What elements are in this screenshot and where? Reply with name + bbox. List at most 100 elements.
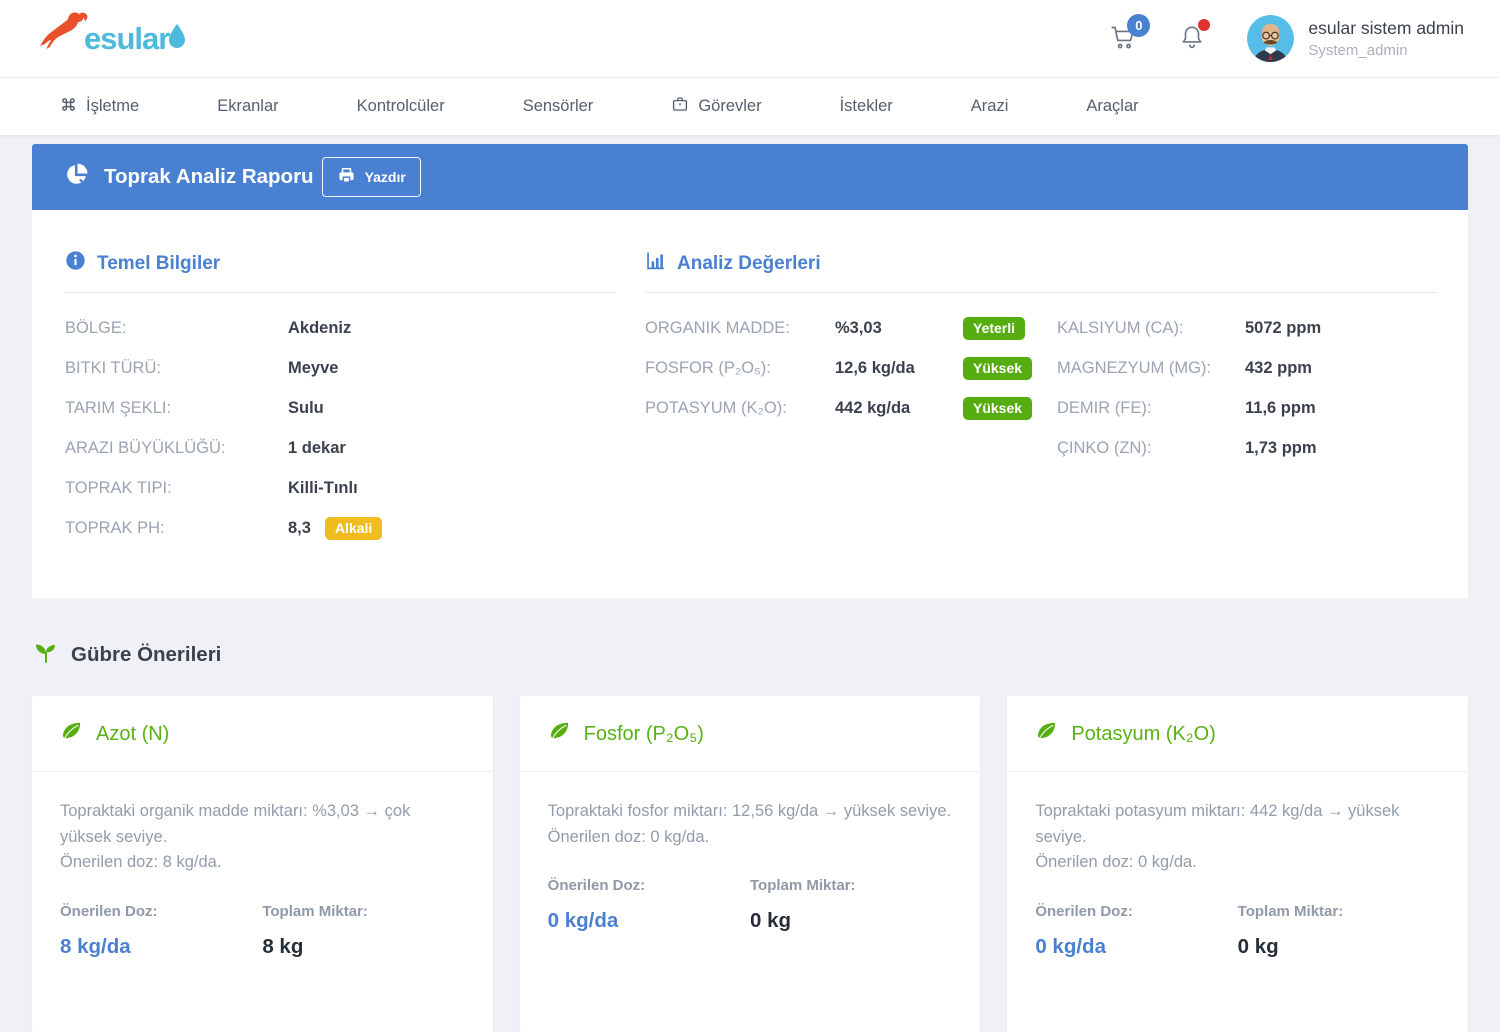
status-badge: Yeterli bbox=[963, 316, 1026, 340]
user-name: esular sistem admin bbox=[1308, 18, 1464, 38]
nav-item-kontrolculer[interactable]: Kontrolcüler bbox=[357, 97, 445, 116]
info-row-arazi-buyuklugu: ARAZI BÜYÜKLÜĞÜ: 1 dekar bbox=[65, 436, 615, 460]
card-body: Topraktaki fosfor miktarı: 12,56 kg/da →… bbox=[520, 772, 981, 960]
recommendations-title: Gübre Önerileri bbox=[71, 643, 222, 666]
nav-item-isletme[interactable]: İşletme bbox=[60, 96, 139, 118]
info-row-organik-madde: ORGANIK MADDE: %3,03 Yeterli bbox=[645, 316, 1057, 340]
app-logo[interactable]: esular bbox=[36, 11, 187, 66]
status-badge: Yüksek bbox=[963, 356, 1033, 380]
card-desc-line2: Önerilen doz: 8 kg/da. bbox=[60, 853, 222, 872]
info-label: TOPRAK PH: bbox=[65, 518, 165, 537]
nav-label: İşletme bbox=[86, 97, 140, 115]
info-row-bitki-turu: BITKI TÜRÜ: Meyve bbox=[65, 356, 615, 380]
user-menu[interactable]: esular sistem admin System_admin bbox=[1247, 15, 1464, 62]
total-label: Toplam Miktar: bbox=[1237, 902, 1344, 920]
info-label: ÇINKO (ZN): bbox=[1057, 438, 1152, 457]
dose-value: 0 kg/da bbox=[547, 909, 619, 933]
info-row-potasyum: POTASYUM (K₂O): 442 kg/da Yüksek bbox=[645, 396, 1057, 420]
info-label: BÖLGE: bbox=[65, 318, 127, 337]
info-value: 442 kg/da bbox=[835, 398, 911, 417]
card-description: Topraktaki potasyum miktarı: 442 kg/da →… bbox=[1035, 799, 1440, 876]
total-value: 0 kg bbox=[749, 909, 792, 933]
card-description: Topraktaki organik madde miktarı: %3,03 … bbox=[60, 799, 465, 876]
info-icon bbox=[65, 250, 86, 277]
nav-label: Sensörler bbox=[522, 97, 594, 115]
print-button[interactable]: Yazdır bbox=[321, 157, 421, 197]
dose-stat: Önerilen Doz: 8 kg/da bbox=[60, 903, 262, 959]
analysis-columns: ORGANIK MADDE: %3,03 Yeterli FOSFOR (P₂O… bbox=[645, 316, 1436, 476]
info-label: FOSFOR (P₂O₅): bbox=[645, 358, 771, 377]
card-title: Azot (N) bbox=[96, 722, 170, 745]
basic-info-section: Temel Bilgiler BÖLGE: Akdeniz BITKI TÜRÜ… bbox=[65, 250, 615, 556]
analysis-col-b: KALSIYUM (CA): 5072 ppm MAGNEZYUM (MG): … bbox=[1057, 316, 1436, 476]
info-row-cinko: ÇINKO (ZN): 1,73 ppm bbox=[1057, 436, 1436, 460]
info-value: Sulu bbox=[288, 398, 324, 417]
info-label: POTASYUM (K₂O): bbox=[645, 398, 787, 417]
card-header: Azot (N) bbox=[32, 696, 493, 772]
recommendations-heading: Gübre Önerileri bbox=[34, 640, 1468, 670]
card-body: Topraktaki organik madde miktarı: %3,03 … bbox=[32, 772, 493, 986]
card-potasyum: Potasyum (K₂O) Topraktaki potasyum mikta… bbox=[1007, 696, 1468, 1032]
info-row-demir: DEMIR (FE): 11,6 ppm bbox=[1057, 396, 1436, 420]
dose-label: Önerilen Doz: bbox=[60, 902, 158, 920]
card-header: Fosfor (P₂O₅) bbox=[519, 696, 981, 772]
info-label: TARIM ŞEKLI: bbox=[65, 398, 172, 417]
leaf-icon bbox=[548, 720, 571, 748]
info-value: 1,73 ppm bbox=[1245, 438, 1317, 457]
cart-button[interactable]: 0 bbox=[1110, 13, 1151, 55]
pie-chart-icon bbox=[64, 162, 89, 192]
info-value: Akdeniz bbox=[288, 318, 352, 337]
info-value: %3,03 bbox=[835, 318, 882, 337]
card-body: Topraktaki potasyum miktarı: 442 kg/da →… bbox=[1007, 772, 1468, 986]
info-label: BITKI TÜRÜ: bbox=[65, 358, 161, 377]
nav-label: Araçlar bbox=[1086, 97, 1139, 115]
nav-item-ekranlar[interactable]: Ekranlar bbox=[217, 97, 278, 116]
dose-value: 0 kg/da bbox=[1035, 934, 1106, 958]
info-value: Meyve bbox=[288, 358, 339, 377]
card-azot: Azot (N) Topraktaki organik madde miktar… bbox=[32, 696, 493, 1032]
analysis-section: Analiz Değerleri ORGANIK MADDE: %3,03 Ye… bbox=[645, 250, 1436, 556]
avatar bbox=[1247, 15, 1295, 62]
info-value: Killi-Tınlı bbox=[288, 478, 358, 497]
water-drop-icon bbox=[167, 23, 187, 54]
cart-icon bbox=[1110, 26, 1137, 54]
main-nav: İşletme Ekranlar Kontrolcüler Sensörler … bbox=[0, 78, 1500, 136]
top-actions: 0 bbox=[1068, 13, 1464, 62]
info-label: TOPRAK TIPI: bbox=[65, 478, 172, 497]
nav-item-istekler[interactable]: İstekler bbox=[840, 97, 893, 116]
goat-logo-icon bbox=[36, 11, 94, 66]
dose-label: Önerilen Doz: bbox=[547, 877, 646, 895]
nav-item-gorevler[interactable]: Görevler bbox=[671, 95, 762, 118]
card-fosfor: Fosfor (P₂O₅) Topraktaki fosfor miktarı:… bbox=[519, 696, 981, 1032]
dose-label: Önerilen Doz: bbox=[1035, 902, 1133, 920]
card-desc-line1: Topraktaki potasyum miktarı: 442 kg/da →… bbox=[1035, 802, 1400, 846]
total-stat: Toplam Miktar: 0 kg bbox=[1238, 903, 1440, 959]
info-value: 5072 ppm bbox=[1245, 318, 1322, 337]
recommendation-cards: Azot (N) Topraktaki organik madde miktar… bbox=[32, 696, 1468, 1032]
report-header: Toprak Analiz Raporu Yazdır bbox=[32, 144, 1468, 210]
nav-item-araclar[interactable]: Araçlar bbox=[1086, 97, 1138, 116]
bell-icon bbox=[1179, 26, 1205, 53]
card-stats: Önerilen Doz: 8 kg/da Toplam Miktar: 8 k… bbox=[60, 903, 465, 959]
total-label: Toplam Miktar: bbox=[262, 902, 368, 920]
info-row-kalsiyum: KALSIYUM (CA): 5072 ppm bbox=[1057, 316, 1436, 340]
nav-label: Kontrolcüler bbox=[356, 97, 445, 115]
report-title: Toprak Analiz Raporu bbox=[104, 165, 314, 188]
info-row-tarim-sekli: TARIM ŞEKLI: Sulu bbox=[65, 396, 615, 420]
analysis-heading: Analiz Değerleri bbox=[645, 250, 1436, 293]
main-content: Toprak Analiz Raporu Yazdır bbox=[0, 136, 1500, 1032]
leaf-icon bbox=[1035, 720, 1058, 748]
nav-item-sensorler[interactable]: Sensörler bbox=[523, 97, 594, 116]
info-label: MAGNEZYUM (MG): bbox=[1057, 358, 1211, 377]
info-row-toprak-ph: TOPRAK PH: 8,3 Alkali bbox=[65, 516, 615, 540]
nav-item-arazi[interactable]: Arazi bbox=[971, 97, 1009, 116]
card-title: Potasyum (K₂O) bbox=[1071, 722, 1216, 745]
notifications-button[interactable] bbox=[1179, 19, 1211, 54]
briefcase-icon bbox=[671, 95, 689, 118]
card-description: Topraktaki fosfor miktarı: 12,56 kg/da →… bbox=[548, 799, 953, 850]
nav-label: Görevler bbox=[698, 97, 762, 115]
dose-value: 8 kg/da bbox=[60, 934, 131, 958]
nav-label: Ekranlar bbox=[217, 97, 279, 115]
total-value: 0 kg bbox=[1237, 934, 1279, 958]
total-value: 8 kg bbox=[262, 934, 304, 958]
